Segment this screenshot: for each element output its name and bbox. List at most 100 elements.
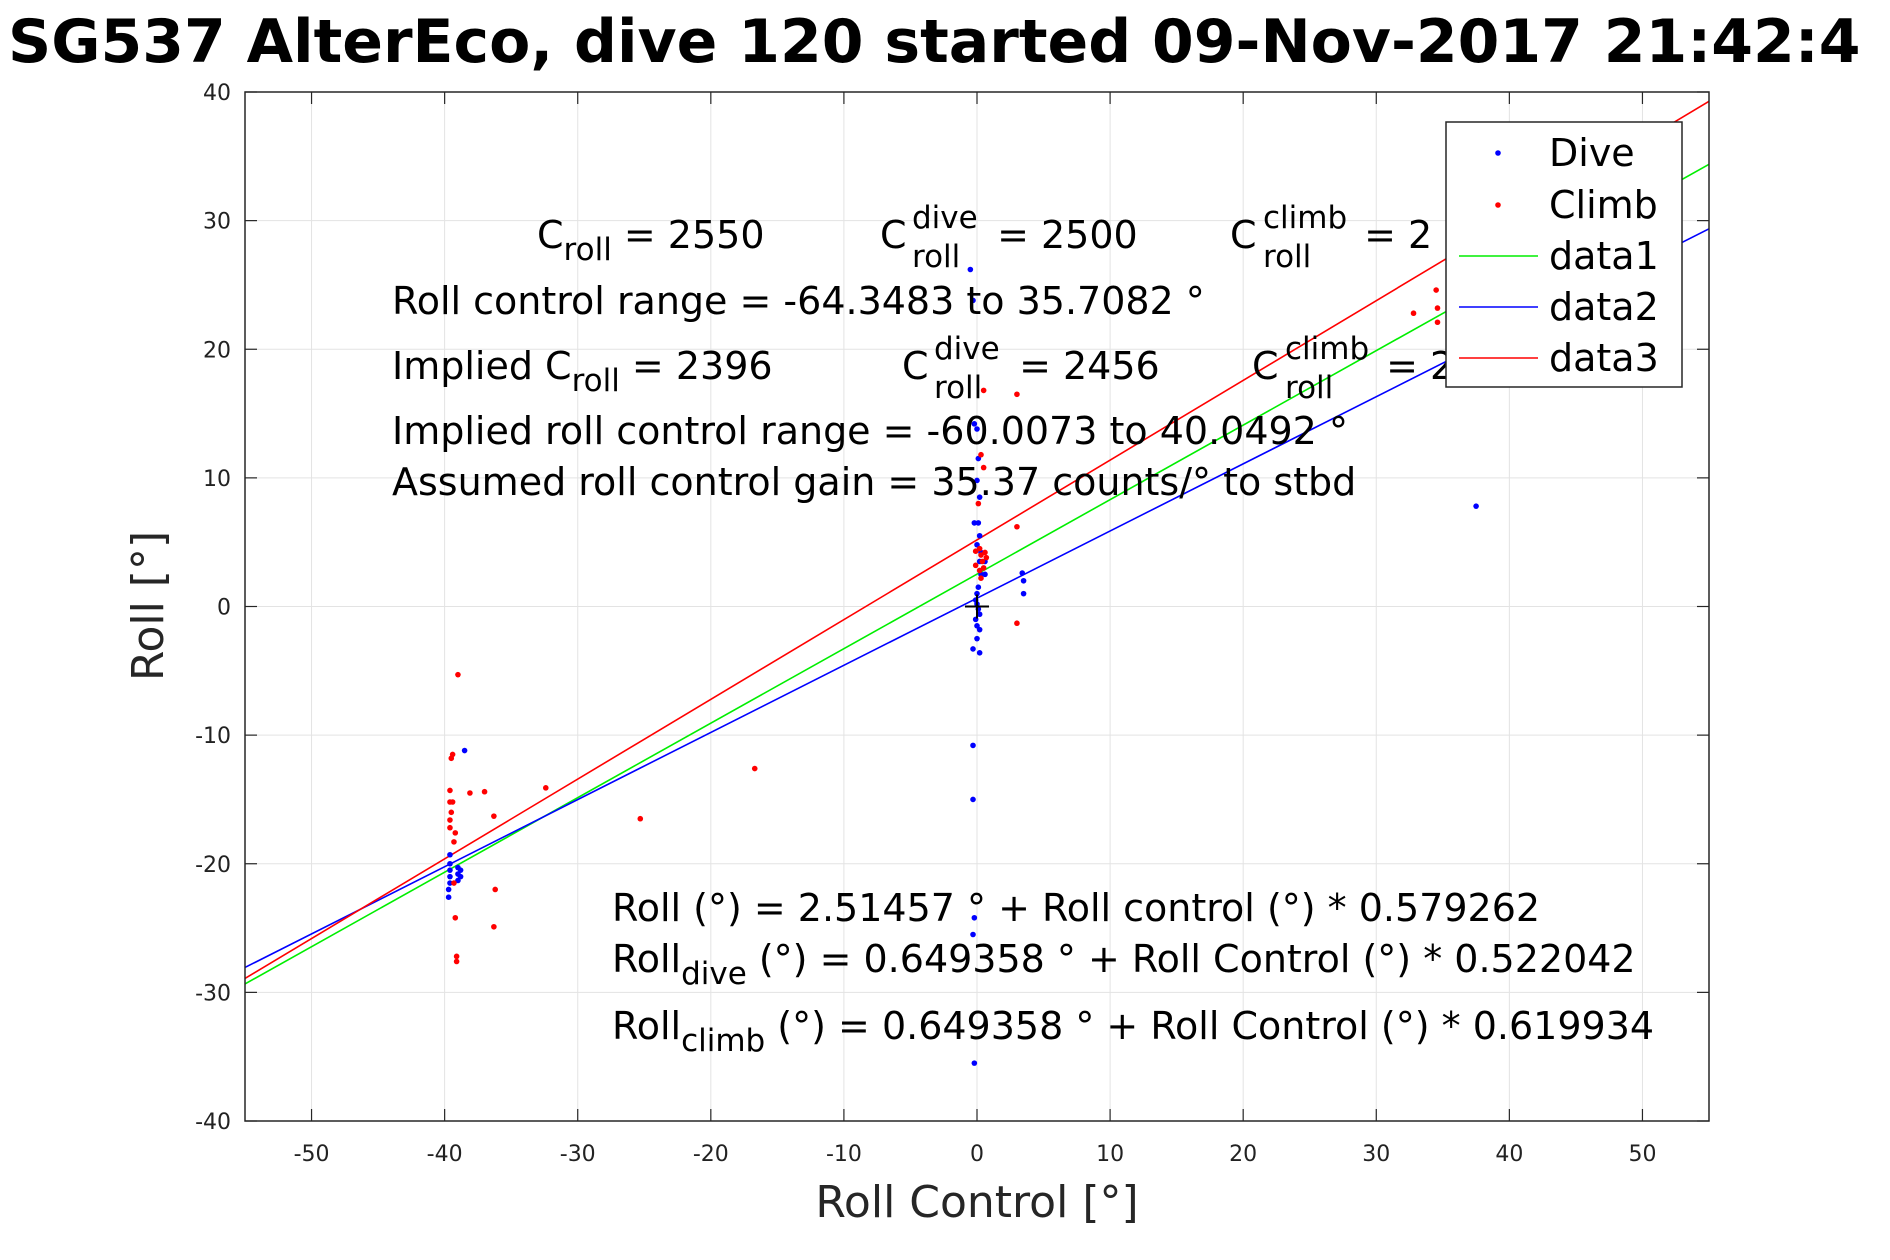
y-tick-label: 20 [203, 338, 231, 363]
annotation-implied-dive-value: = 2456 [1007, 344, 1160, 388]
origin-marker [965, 594, 989, 619]
annotation-c-roll-dive: C [880, 213, 907, 257]
climb-point [467, 790, 473, 796]
annotation-c-roll-dive-sup: dive [912, 200, 978, 236]
dive-point [457, 867, 464, 873]
dive-point [974, 635, 980, 642]
annotation-implied-climb-value: = 2 [1374, 344, 1454, 388]
climb-point [451, 839, 457, 845]
annotation-implied-dive: C [902, 344, 929, 388]
annotation-implied-climb-sup: climb [1285, 331, 1369, 367]
climb-point [453, 953, 460, 960]
annotation-c-roll-dive-sub: roll [912, 239, 960, 275]
climb-point [447, 824, 453, 831]
dive-point [971, 1060, 978, 1066]
climb-point [751, 765, 758, 772]
legend: Dive Climb data1 data2 data3 [1445, 121, 1683, 388]
dive-point [1020, 577, 1027, 584]
data-points [445, 266, 1479, 1066]
dive-point [974, 590, 980, 597]
dive-point [970, 931, 976, 938]
climb-point [481, 788, 488, 795]
climb-point [491, 813, 497, 819]
climb-point [542, 785, 549, 791]
dive-point [976, 650, 983, 656]
annotation-implied-dive-sub: roll [934, 370, 982, 406]
annotation-roll-control-range: Roll control range = -64.3483 to 35.7082… [392, 279, 1205, 323]
climb-point [980, 565, 987, 571]
annotation-fit-dive: Rolldive (°) = 0.649358 ° + Roll Control… [612, 937, 1636, 992]
climb-point [972, 562, 979, 569]
legend-data1-label: data1 [1549, 234, 1659, 278]
x-tick-label: -30 [560, 1142, 596, 1167]
dive-point [974, 477, 980, 484]
dive-point [1020, 590, 1027, 597]
dive-point [976, 611, 983, 618]
dive-point [982, 571, 988, 578]
annotation-c-roll-dive-value: = 2500 [985, 213, 1138, 257]
climb-point [1434, 319, 1441, 326]
chart-title: SG537 AlterEco, dive 120 started 09-Nov-… [8, 7, 1861, 77]
y-tick-label: -30 [195, 981, 231, 1006]
y-tick-label: 0 [217, 596, 231, 621]
climb-point [982, 549, 988, 556]
climb-point [978, 451, 984, 458]
dive-point [974, 426, 980, 432]
dive-point [970, 796, 976, 803]
x-tick-label: 20 [1229, 1142, 1257, 1167]
dive-point [457, 873, 464, 880]
climb-point [976, 545, 983, 552]
y-tick-label: 30 [203, 210, 231, 235]
dive-point [971, 914, 978, 921]
dive-point [970, 646, 976, 652]
dive-point [975, 584, 982, 591]
climb-point [980, 464, 987, 471]
y-tick-label: -20 [195, 853, 231, 878]
y-tick-label: -40 [195, 1110, 231, 1135]
climb-point [452, 914, 459, 921]
x-tick-label: 30 [1362, 1142, 1390, 1167]
y-tick-label: -10 [195, 724, 231, 749]
annotation-c-roll-climb: C [1230, 213, 1257, 257]
legend-dive-marker [1495, 150, 1501, 156]
climb-point [978, 552, 984, 558]
climb-point [451, 880, 457, 886]
annotation-c-roll-climb-value: = 2 [1352, 213, 1432, 257]
climb-point [637, 815, 644, 822]
dive-point [1019, 570, 1026, 576]
legend-box [1445, 121, 1683, 388]
climb-point [448, 755, 455, 762]
dive-point [447, 880, 453, 886]
climb-point [453, 958, 460, 965]
climb-point [976, 567, 983, 574]
y-tick-label: 10 [203, 467, 231, 492]
dive-point [447, 860, 453, 867]
annotation-assumed-gain: Assumed roll control gain = 35.37 counts… [392, 460, 1356, 504]
x-tick-label: 40 [1495, 1142, 1523, 1167]
dive-point [975, 520, 982, 526]
annotation-implied-c-roll: Implied Croll = 2396 [392, 344, 773, 399]
climb-point [455, 671, 461, 678]
annotation-c-roll-climb-sub: roll [1263, 239, 1311, 275]
y-axis-label: Roll [°] [123, 531, 174, 681]
x-tick-label: 0 [970, 1142, 984, 1167]
x-tick-label: -40 [427, 1142, 463, 1167]
dive-point [1473, 503, 1479, 509]
dive-point [976, 626, 983, 633]
annotation-implied-climb-sub: roll [1285, 370, 1333, 406]
x-tick-label: -10 [826, 1142, 862, 1167]
climb-point [978, 575, 984, 582]
dive-point [447, 867, 453, 873]
climb-point [1014, 391, 1020, 398]
annotation-implied-dive-sup: dive [934, 331, 1000, 367]
legend-dive-label: Dive [1549, 131, 1635, 175]
annotation-c-roll-climb-sup: climb [1263, 200, 1347, 236]
legend-climb-label: Climb [1549, 183, 1658, 227]
x-tick-label: -50 [294, 1142, 330, 1167]
annotation-c-roll: Croll = 2550 [537, 213, 765, 268]
dive-point [976, 532, 983, 539]
annotation-implied-range: Implied roll control range = -60.0073 to… [392, 409, 1348, 453]
dive-point [971, 421, 978, 427]
dive-point [970, 742, 976, 749]
